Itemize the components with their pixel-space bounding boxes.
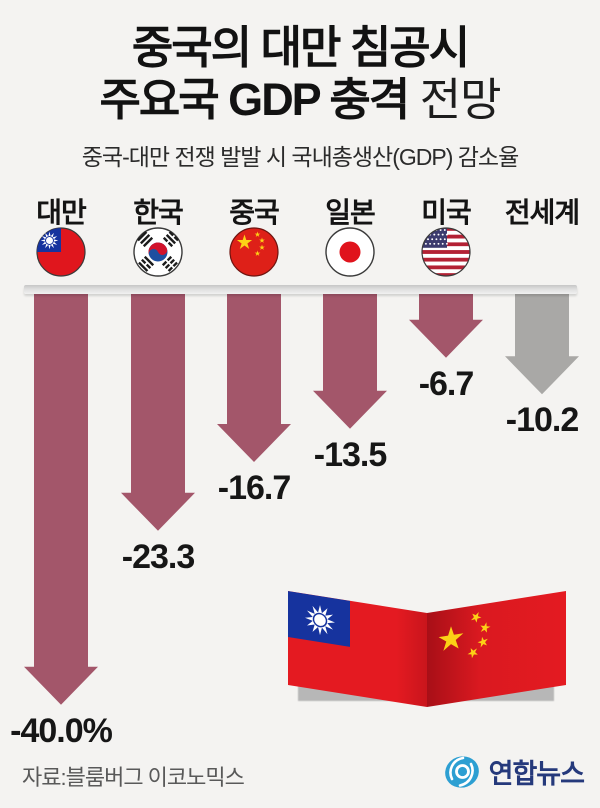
- value-label-korea: -23.3: [121, 537, 196, 576]
- impact-arrow-japan: [312, 288, 388, 436]
- china-banner-panel: [427, 590, 566, 707]
- china-stars-icon: [438, 612, 491, 659]
- value-label-china: -16.7: [217, 469, 292, 507]
- source-credit: 자료:블룸버그 이코노믹스: [22, 765, 245, 790]
- impact-arrow-usa: [408, 288, 484, 365]
- impact-arrow-world: [504, 288, 580, 402]
- title-line-1: 중국의 대만 침공시: [131, 22, 470, 73]
- category-label-world: 전세계: [504, 197, 580, 228]
- taiwan-banner-panel: [288, 591, 427, 708]
- impact-arrow-china: [216, 288, 292, 470]
- chart-subtitle: 중국-대만 전쟁 발발 시 국내총생산(GDP) 감소율: [81, 144, 520, 170]
- title-line-2-light: 전망: [408, 74, 502, 125]
- usa-flag-icon: [421, 227, 471, 277]
- impact-arrow-korea: [120, 288, 196, 538]
- taiwan-china-folded-flags: [286, 588, 566, 708]
- south-korea-flag-icon: [133, 227, 183, 277]
- category-label-japan: 일본: [325, 197, 376, 228]
- china-flag-icon: [229, 227, 279, 277]
- value-label-usa: -6.7: [418, 364, 475, 403]
- value-label-world: -10.2: [505, 401, 580, 440]
- taiwan-flag-icon: [36, 227, 86, 277]
- yonhap-swirl-icon: [444, 756, 479, 788]
- category-label-china: 중국: [229, 197, 280, 228]
- category-label-taiwan: 대만: [36, 197, 87, 228]
- value-label-japan: -13.5: [313, 435, 388, 474]
- header: 중국의 대만 침공시 주요국 GDP 충격 전망 중국-대만 전쟁 발발 시 국…: [0, 22, 600, 172]
- category-label-usa: 미국: [421, 197, 472, 228]
- impact-arrow-taiwan: [23, 288, 99, 712]
- title-line-2: 주요국 GDP 충격 전망: [0, 74, 600, 126]
- chart-baseline-bar: [24, 285, 577, 294]
- yonhap-wordmark: 연합뉴스: [488, 758, 585, 789]
- category-label-korea: 한국: [133, 197, 184, 228]
- japan-flag-icon: [325, 227, 375, 277]
- value-label-taiwan: -40.0%: [10, 711, 113, 750]
- yonhap-logo: 연합뉴스: [441, 750, 585, 792]
- taiwan-sun-icon: [305, 605, 335, 636]
- title-line-2-strong: 주요국 GDP 충격: [99, 74, 410, 125]
